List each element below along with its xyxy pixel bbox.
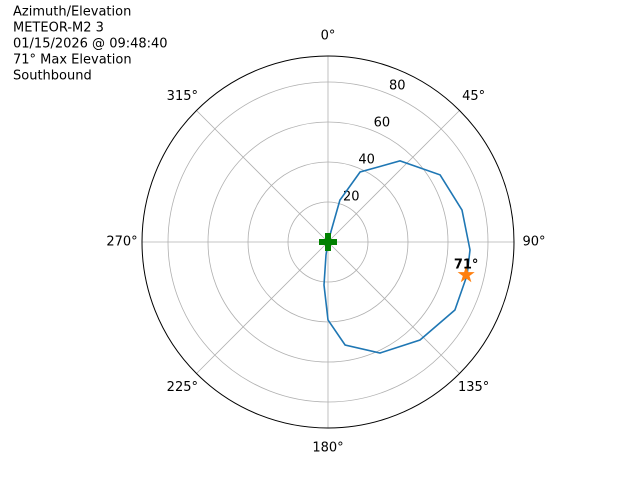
r-tick-label: 80 [389,79,406,94]
start-marker [319,233,337,251]
title-line: 71° Max Elevation [13,53,132,68]
theta-tick-label: 270° [106,235,137,250]
title-line: 01/15/2026 @ 09:48:40 [13,37,168,52]
theta-tick-label: 180° [312,441,343,456]
outer-frame [141,55,515,429]
track-line [323,160,471,354]
theta-tick-label: 225° [167,380,198,395]
grid-spoke [196,110,329,243]
theta-tick-label: 90° [522,235,545,250]
title-line: Southbound [13,69,92,84]
grid-spoke [327,110,460,243]
title-line: Azimuth/Elevation [13,5,131,20]
grid-spoke [327,241,460,374]
grid-spoke [196,241,329,374]
r-tick-label: 60 [374,116,391,131]
theta-tick-label: 135° [458,380,489,395]
title-line: METEOR-M2 3 [13,21,104,36]
theta-tick-label: 45° [462,89,485,104]
r-tick-label: 20 [343,190,360,205]
theta-tick-label: 315° [167,89,198,104]
max-label: 71° [454,257,479,272]
theta-tick-label: 0° [321,29,336,44]
max-marker [457,265,475,283]
r-tick-label: 40 [358,153,375,168]
